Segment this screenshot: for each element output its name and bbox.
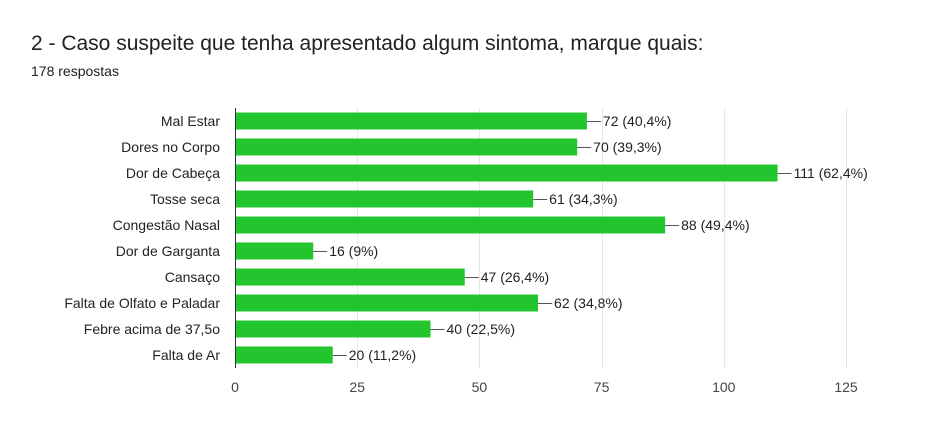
x-tick-label: 50 <box>472 379 488 395</box>
category-label: Dores no Corpo <box>121 139 220 155</box>
bar <box>235 190 534 208</box>
axis-layer: 0 25 50 75 100 125 <box>231 108 858 395</box>
bar <box>235 268 465 286</box>
value-label: 88 (49,4%) <box>681 217 749 233</box>
label-layer: Mal Estar 72 (40,4%) Dores no Corpo 70 (39,… <box>64 113 867 363</box>
bar <box>235 216 666 234</box>
value-label: 62 (34,8%) <box>554 295 622 311</box>
value-label: 70 (39,3%) <box>593 139 661 155</box>
x-tick-label: 25 <box>349 379 365 395</box>
value-label: 20 (11,2%) <box>349 347 416 363</box>
bar <box>235 164 778 182</box>
value-label: 40 (22,5%) <box>447 321 515 337</box>
category-label: Congestão Nasal <box>113 217 220 233</box>
x-tick-label: 100 <box>712 379 736 395</box>
value-label: 16 (9%) <box>329 243 378 259</box>
category-label: Mal Estar <box>161 113 220 129</box>
category-label: Dor de Cabeça <box>126 165 220 181</box>
bar <box>235 242 314 260</box>
value-label: 47 (26,4%) <box>481 269 549 285</box>
response-count: 178 respostas <box>31 63 119 79</box>
bar <box>235 138 578 156</box>
category-label: Falta de Olfato e Paladar <box>64 295 220 311</box>
category-label: Tosse seca <box>150 191 220 207</box>
value-label: 72 (40,4%) <box>603 113 671 129</box>
value-label: 61 (34,3%) <box>549 191 617 207</box>
category-label: Falta de Ar <box>152 347 220 363</box>
category-label: Febre acima de 37,5o <box>84 321 220 337</box>
bar-layer <box>235 112 778 364</box>
bar <box>235 112 587 130</box>
bar <box>235 294 539 312</box>
x-tick-label: 0 <box>231 379 239 395</box>
x-tick-label: 125 <box>834 379 858 395</box>
category-label: Cansaço <box>165 269 220 285</box>
bar <box>235 346 333 364</box>
x-tick-label: 75 <box>594 379 610 395</box>
category-label: Dor de Garganta <box>116 243 220 259</box>
bar <box>235 320 431 338</box>
chart-title: 2 - Caso suspeite que tenha apresentado … <box>31 32 704 55</box>
value-label: 111 (62,4%) <box>794 165 868 181</box>
